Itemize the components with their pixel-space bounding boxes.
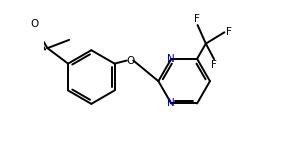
Text: O: O [126, 55, 134, 66]
Text: N: N [167, 54, 175, 64]
Text: F: F [194, 14, 199, 24]
Text: F: F [211, 60, 217, 70]
Text: O: O [30, 19, 39, 29]
Text: N: N [167, 98, 175, 109]
Text: F: F [226, 27, 232, 37]
